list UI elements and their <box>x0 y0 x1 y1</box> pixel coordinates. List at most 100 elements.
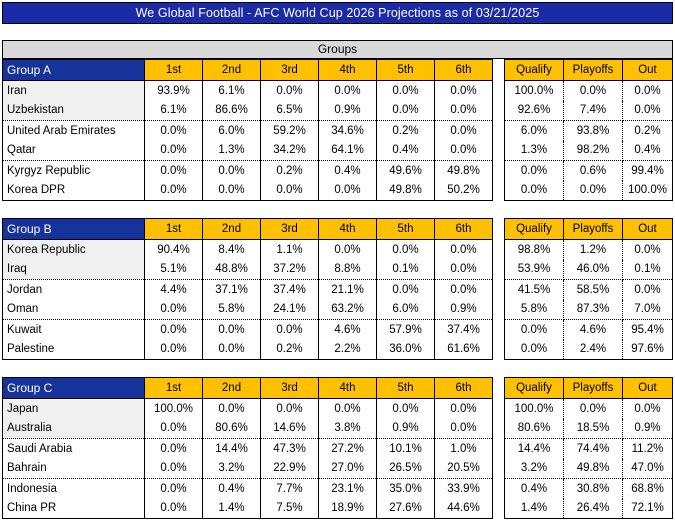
outcome-probability-cell[interactable]: 6.0% <box>504 120 564 141</box>
outcome-probability-cell[interactable]: 99.4% <box>622 160 673 181</box>
position-probability-cell[interactable]: 27.2% <box>318 438 377 459</box>
position-probability-cell[interactable]: 5.8% <box>202 299 261 320</box>
team-name-cell[interactable]: United Arab Emirates <box>2 120 145 141</box>
position-probability-cell[interactable]: 26.5% <box>376 458 435 479</box>
outcome-probability-cell[interactable]: 0.6% <box>563 160 623 181</box>
position-probability-cell[interactable]: 10.1% <box>376 438 435 459</box>
position-probability-cell[interactable]: 4.6% <box>318 319 377 340</box>
position-header[interactable]: 4th <box>318 218 377 240</box>
position-probability-cell[interactable]: 6.1% <box>144 100 203 121</box>
outcome-header[interactable]: Qualify <box>504 377 564 399</box>
position-probability-cell[interactable]: 8.4% <box>202 239 261 260</box>
position-probability-cell[interactable]: 0.2% <box>260 160 319 181</box>
position-header[interactable]: 1st <box>144 377 203 399</box>
position-probability-cell[interactable]: 37.2% <box>260 259 319 280</box>
outcome-probability-cell[interactable]: 1.3% <box>504 140 564 161</box>
outcome-header[interactable]: Playoffs <box>563 377 623 399</box>
team-name-cell[interactable]: Qatar <box>2 140 145 161</box>
team-name-cell[interactable]: Kuwait <box>2 319 145 340</box>
team-name-cell[interactable]: Korea DPR <box>2 180 145 201</box>
position-header[interactable]: 4th <box>318 59 377 81</box>
position-probability-cell[interactable]: 1.3% <box>202 140 261 161</box>
position-probability-cell[interactable]: 86.6% <box>202 100 261 121</box>
position-probability-cell[interactable]: 27.0% <box>318 458 377 479</box>
outcome-probability-cell[interactable]: 98.2% <box>563 140 623 161</box>
outcome-probability-cell[interactable]: 46.0% <box>563 259 623 280</box>
outcome-probability-cell[interactable]: 0.0% <box>504 180 564 201</box>
team-name-cell[interactable]: Uzbekistan <box>2 100 145 121</box>
outcome-probability-cell[interactable]: 0.0% <box>563 180 623 201</box>
position-probability-cell[interactable]: 8.8% <box>318 259 377 280</box>
outcome-probability-cell[interactable]: 0.4% <box>504 478 564 499</box>
position-probability-cell[interactable]: 6.1% <box>202 80 261 101</box>
outcome-probability-cell[interactable]: 0.0% <box>622 279 673 300</box>
position-probability-cell[interactable]: 7.7% <box>260 478 319 499</box>
outcome-probability-cell[interactable]: 0.1% <box>622 259 673 280</box>
outcome-probability-cell[interactable]: 4.6% <box>563 319 623 340</box>
outcome-probability-cell[interactable]: 11.2% <box>622 438 673 459</box>
outcome-probability-cell[interactable]: 0.2% <box>622 120 673 141</box>
position-probability-cell[interactable]: 0.0% <box>376 100 435 121</box>
outcome-probability-cell[interactable]: 0.0% <box>622 100 673 121</box>
outcome-probability-cell[interactable]: 92.6% <box>504 100 564 121</box>
position-probability-cell[interactable]: 37.4% <box>260 279 319 300</box>
position-probability-cell[interactable]: 0.0% <box>318 180 377 201</box>
position-probability-cell[interactable]: 0.0% <box>376 80 435 101</box>
team-name-cell[interactable]: China PR <box>2 498 145 519</box>
group-label[interactable]: Group A <box>2 59 145 81</box>
position-header[interactable]: 2nd <box>202 377 261 399</box>
group-label[interactable]: Group C <box>2 377 145 399</box>
position-probability-cell[interactable]: 22.9% <box>260 458 319 479</box>
outcome-probability-cell[interactable]: 0.0% <box>504 319 564 340</box>
team-name-cell[interactable]: Kyrgyz Republic <box>2 160 145 181</box>
position-probability-cell[interactable]: 90.4% <box>144 239 203 260</box>
position-probability-cell[interactable]: 27.6% <box>376 498 435 519</box>
position-probability-cell[interactable]: 18.9% <box>318 498 377 519</box>
position-header[interactable]: 3rd <box>260 59 319 81</box>
outcome-probability-cell[interactable]: 7.0% <box>622 299 673 320</box>
position-probability-cell[interactable]: 20.5% <box>434 458 493 479</box>
position-header[interactable]: 5th <box>376 218 435 240</box>
position-header[interactable]: 2nd <box>202 59 261 81</box>
outcome-probability-cell[interactable]: 72.1% <box>622 498 673 519</box>
position-probability-cell[interactable]: 0.0% <box>260 398 319 419</box>
position-probability-cell[interactable]: 50.2% <box>434 180 493 201</box>
position-probability-cell[interactable]: 2.2% <box>318 339 377 360</box>
position-probability-cell[interactable]: 0.0% <box>144 140 203 161</box>
position-probability-cell[interactable]: 0.9% <box>434 299 493 320</box>
outcome-probability-cell[interactable]: 26.4% <box>563 498 623 519</box>
position-header[interactable]: 3rd <box>260 377 319 399</box>
position-probability-cell[interactable]: 0.0% <box>376 239 435 260</box>
position-header[interactable]: 5th <box>376 59 435 81</box>
team-name-cell[interactable]: Korea Republic <box>2 239 145 260</box>
position-probability-cell[interactable]: 4.4% <box>144 279 203 300</box>
position-probability-cell[interactable]: 0.0% <box>318 239 377 260</box>
position-probability-cell[interactable]: 0.0% <box>434 279 493 300</box>
position-probability-cell[interactable]: 0.0% <box>202 339 261 360</box>
position-probability-cell[interactable]: 23.1% <box>318 478 377 499</box>
position-probability-cell[interactable]: 6.5% <box>260 100 319 121</box>
outcome-probability-cell[interactable]: 0.0% <box>622 398 673 419</box>
outcome-probability-cell[interactable]: 0.0% <box>622 80 673 101</box>
team-name-cell[interactable]: Indonesia <box>2 478 145 499</box>
outcome-probability-cell[interactable]: 0.0% <box>622 239 673 260</box>
position-probability-cell[interactable]: 1.4% <box>202 498 261 519</box>
position-probability-cell[interactable]: 0.0% <box>144 498 203 519</box>
position-probability-cell[interactable]: 0.0% <box>144 160 203 181</box>
outcome-probability-cell[interactable]: 0.0% <box>504 160 564 181</box>
groups-band-header[interactable]: Groups <box>2 40 673 59</box>
position-probability-cell[interactable]: 0.0% <box>144 120 203 141</box>
outcome-probability-cell[interactable]: 0.4% <box>622 140 673 161</box>
position-probability-cell[interactable]: 0.0% <box>434 80 493 101</box>
position-probability-cell[interactable]: 0.0% <box>260 180 319 201</box>
position-header[interactable]: 3rd <box>260 218 319 240</box>
position-probability-cell[interactable]: 0.0% <box>144 319 203 340</box>
outcome-header[interactable]: Out <box>622 218 673 240</box>
outcome-probability-cell[interactable]: 49.8% <box>563 458 623 479</box>
position-probability-cell[interactable]: 0.9% <box>318 100 377 121</box>
position-header[interactable]: 6th <box>434 218 493 240</box>
position-probability-cell[interactable]: 7.5% <box>260 498 319 519</box>
position-probability-cell[interactable]: 0.0% <box>144 438 203 459</box>
position-probability-cell[interactable]: 80.6% <box>202 418 261 439</box>
position-probability-cell[interactable]: 36.0% <box>376 339 435 360</box>
